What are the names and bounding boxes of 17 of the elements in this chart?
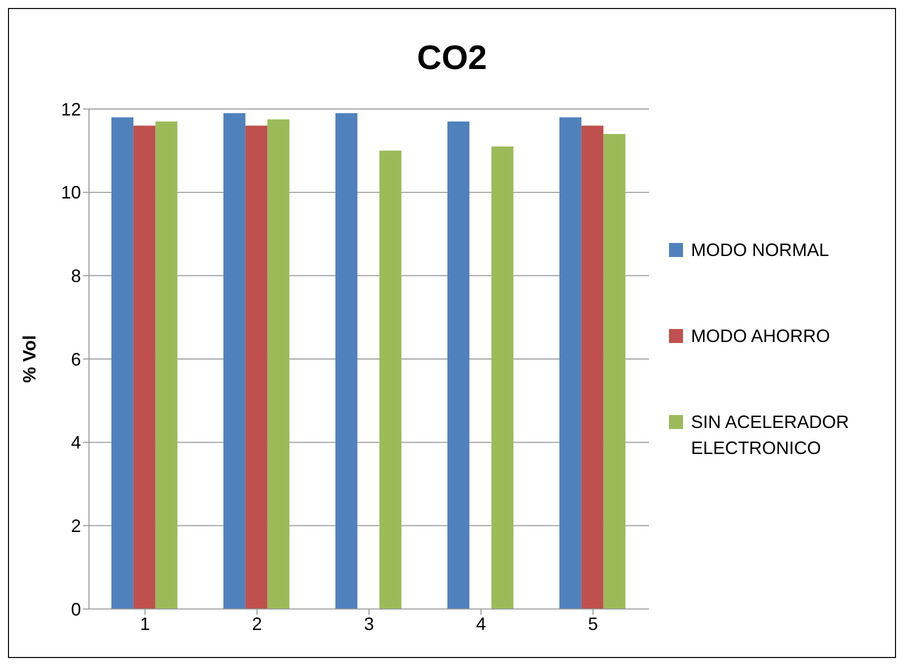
y-tick-label: 2 — [70, 516, 81, 536]
chart-title: CO2 — [416, 39, 488, 79]
legend-label: MODO AHORRO — [691, 325, 832, 348]
x-tick-label: 3 — [364, 614, 374, 634]
legend-label: MODO NORMAL — [691, 239, 830, 262]
y-tick-label: 10 — [60, 182, 81, 203]
x-tick-label: 2 — [252, 614, 262, 634]
y-tick-label: 0 — [70, 599, 81, 620]
y-tick-label: 6 — [70, 349, 81, 370]
y-axis-title: % Vol — [19, 335, 40, 383]
y-tick-label: 12 — [60, 99, 81, 120]
y-tick-label: 8 — [70, 266, 81, 286]
x-tick-label: 1 — [140, 614, 150, 634]
x-tick-label: 5 — [588, 614, 598, 634]
y-tick-label: 4 — [70, 432, 81, 453]
x-tick-label: 4 — [476, 614, 486, 634]
legend-label: SIN ACELERADOR ELECTRONICO — [691, 411, 850, 460]
